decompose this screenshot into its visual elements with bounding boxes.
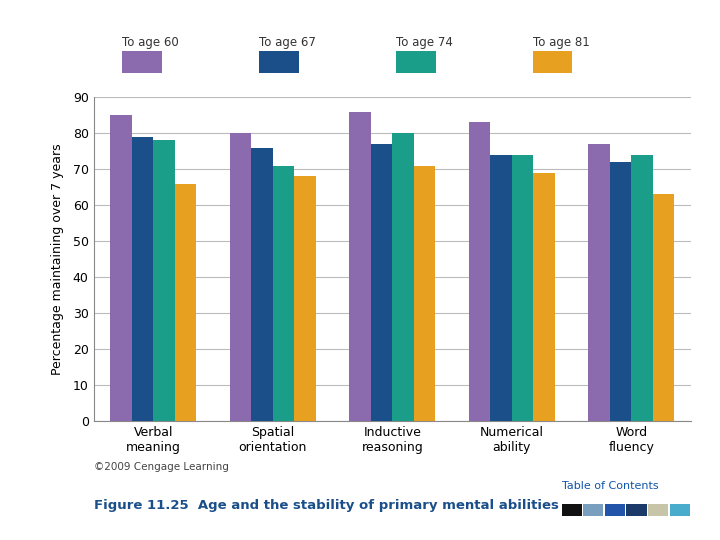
Bar [175, 184, 197, 421]
Y-axis label: Percentage maintaining over 7 years: Percentage maintaining over 7 years [51, 144, 64, 375]
Text: Table of Contents: Table of Contents [562, 481, 658, 491]
Bar [132, 137, 153, 421]
Bar [490, 155, 512, 421]
Bar [414, 166, 436, 421]
Bar [512, 155, 534, 421]
Bar [392, 133, 414, 421]
Text: Figure 11.25  Age and the stability of primary mental abilities: Figure 11.25 Age and the stability of pr… [94, 500, 559, 512]
Bar [469, 123, 490, 421]
Bar [251, 147, 273, 421]
Bar [294, 177, 316, 421]
Bar [110, 115, 132, 421]
Text: To age 81: To age 81 [533, 36, 590, 49]
Text: To age 60: To age 60 [122, 36, 179, 49]
Bar [153, 140, 175, 421]
Bar [349, 112, 371, 421]
Bar [230, 133, 251, 421]
Text: To age 74: To age 74 [396, 36, 453, 49]
Bar [631, 155, 653, 421]
Bar [653, 194, 675, 421]
Bar [610, 162, 631, 421]
Bar [534, 173, 555, 421]
Bar [273, 166, 294, 421]
Text: ©2009 Cengage Learning: ©2009 Cengage Learning [94, 462, 228, 472]
Bar [588, 144, 610, 421]
Text: To age 67: To age 67 [259, 36, 316, 49]
Bar [371, 144, 392, 421]
